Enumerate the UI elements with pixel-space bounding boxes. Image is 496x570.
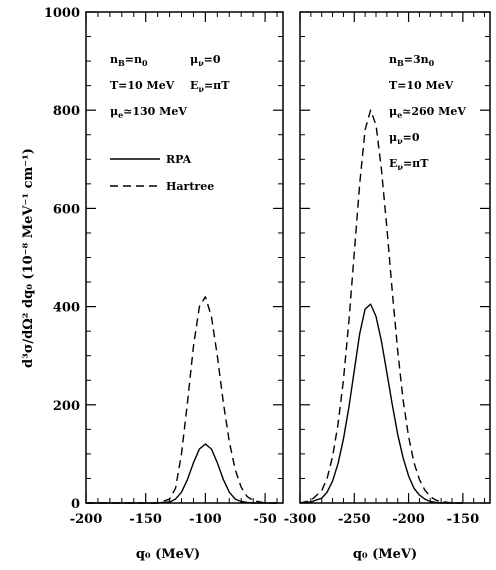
annotation-text: μe≃130 MeV xyxy=(110,105,187,120)
series-line-hartree xyxy=(86,296,277,504)
y-tick-label: 400 xyxy=(53,301,80,316)
legend-label-rpa: RPA xyxy=(166,153,192,166)
annotation-text: μν=0 xyxy=(389,131,420,146)
y-tick-label: 200 xyxy=(53,399,80,414)
series-line-rpa xyxy=(299,303,463,504)
y-tick-label: 0 xyxy=(71,497,80,512)
x-tick-label: -200 xyxy=(70,512,103,527)
x-tick-label: -100 xyxy=(189,512,222,527)
annotation-text: μν=0 xyxy=(190,53,221,68)
annotation-text: Eν=πT xyxy=(389,157,429,172)
x-tick-label: -250 xyxy=(338,512,371,527)
x-axis-title-right: q₀ (MeV) xyxy=(353,547,417,562)
series-line-rpa xyxy=(86,443,277,504)
y-axis-title: d³σ/dΩ² dq₀ (10⁻⁸ MeV⁻¹ cm⁻¹) xyxy=(21,148,36,368)
annotation-text: T=10 MeV xyxy=(389,79,454,92)
y-tick-label: 1000 xyxy=(44,6,80,21)
x-tick-label: -50 xyxy=(253,512,277,527)
x-tick-label: -150 xyxy=(447,512,480,527)
x-tick-label: -200 xyxy=(392,512,425,527)
legend-label-hartree: Hartree xyxy=(166,180,214,193)
annotation-text: nB=3n0 xyxy=(389,53,435,68)
annotation-text: μe≃260 MeV xyxy=(389,105,466,120)
annotation-text: Eν=πT xyxy=(190,79,230,94)
x-axis-title-left: q₀ (MeV) xyxy=(136,547,200,562)
left-panel: -200 -150 -100 -50 0 200 400 600 800 1000 nB=n0 μν=… xyxy=(44,6,284,527)
series-line-hartree xyxy=(299,109,463,504)
annotation-text: T=10 MeV xyxy=(110,79,175,92)
x-tick-label: -150 xyxy=(129,512,162,527)
right-panel: -300 -250 -200 -150 nB=3n0 T=10 MeV μe≃260 MeV… xyxy=(284,11,491,527)
y-tick-label: 800 xyxy=(53,104,80,119)
y-tick-label: 600 xyxy=(53,202,80,217)
annotation-text: nB=n0 xyxy=(110,53,148,68)
x-tick-label: -300 xyxy=(284,512,317,527)
